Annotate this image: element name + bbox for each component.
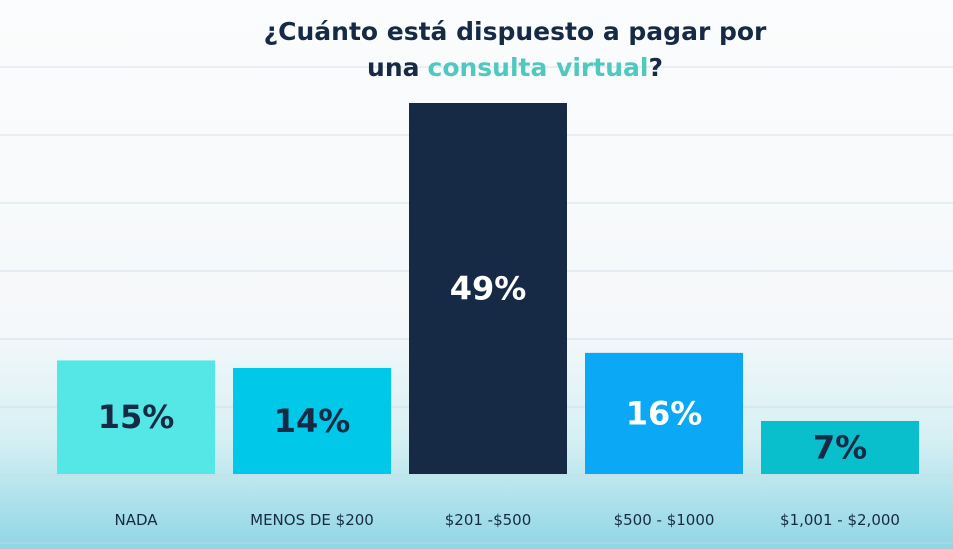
chart-title-line2: una consulta virtual? [367, 53, 663, 82]
data-label: 16% [626, 394, 703, 432]
chart-title-line1: ¿Cuánto está dispuesto a pagar por [264, 17, 767, 46]
data-label: 15% [98, 398, 175, 436]
bar [57, 360, 215, 474]
bar [233, 368, 391, 474]
title-highlight: consulta virtual [428, 53, 649, 82]
data-label: 49% [450, 270, 527, 308]
x-tick-label: NADA [114, 511, 158, 529]
title-part: ? [648, 53, 663, 82]
x-tick-label: MENOS DE $200 [250, 511, 374, 529]
bar [761, 421, 919, 474]
title-part: ¿Cuánto está dispuesto a pagar por [264, 17, 767, 46]
data-label: 7% [813, 429, 867, 467]
bar [409, 103, 567, 474]
data-label: 14% [274, 402, 351, 440]
bar [585, 352, 743, 474]
x-tick-label: $1,001 - $2,000 [780, 511, 900, 529]
title-part: una [367, 53, 419, 82]
x-tick-label: $201 -$500 [444, 511, 532, 529]
x-tick-label: $500 - $1000 [613, 511, 715, 529]
